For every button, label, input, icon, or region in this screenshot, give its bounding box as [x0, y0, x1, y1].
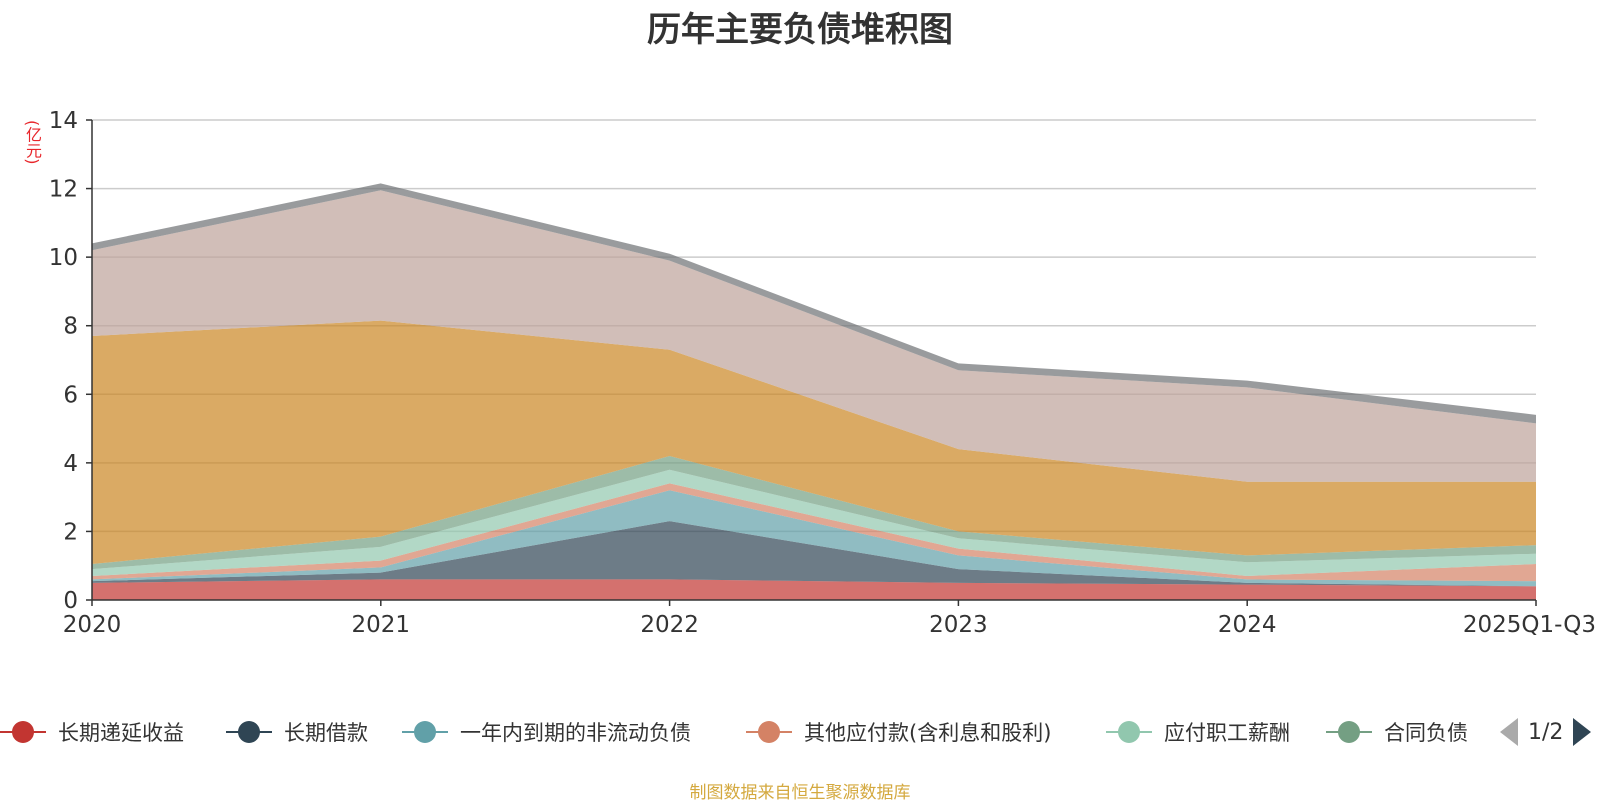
- area-series: [92, 483, 1536, 582]
- legend-marker-icon: [402, 712, 448, 752]
- y-tick-label: 2: [63, 519, 78, 545]
- area-series: [92, 183, 1536, 424]
- area-series: [92, 320, 1536, 564]
- legend-page-indicator: 1/2: [1528, 719, 1564, 745]
- x-tick-label: 2023: [929, 612, 988, 638]
- area-series: [92, 190, 1536, 482]
- x-tick-label: 2021: [352, 612, 411, 638]
- legend-item-2[interactable]: 一年内到期的非流动负债: [402, 712, 691, 752]
- y-tick-label: 14: [49, 108, 78, 134]
- legend-item-5[interactable]: 合同负债: [1326, 712, 1470, 752]
- legend-marker-icon: [226, 712, 272, 752]
- x-tick-label: 2024: [1218, 612, 1277, 638]
- y-tick-label: 6: [63, 382, 78, 408]
- previous-page-icon[interactable]: [1500, 718, 1518, 746]
- legend-marker-icon: [0, 712, 46, 752]
- legend-item-1[interactable]: 长期借款: [226, 712, 368, 752]
- chart-title: 历年主要负债堆积图: [647, 10, 953, 50]
- y-tick-label: 12: [49, 177, 78, 203]
- y-tick-label: 8: [63, 314, 78, 340]
- legend-marker-icon: [746, 712, 792, 752]
- x-tick-label: 2022: [640, 612, 699, 638]
- legend-pager: 1/2: [1500, 712, 1592, 752]
- y-tick-label: 0: [63, 588, 78, 614]
- legend-label: 长期递延收益: [58, 721, 184, 745]
- x-tick-label: 2025Q1-Q3: [1463, 612, 1596, 638]
- legend: 长期递延收益 长期借款 一年内到期的非流动负债 其他应付款(含利息和股利) 应付…: [0, 712, 1600, 752]
- area-series: [92, 456, 1536, 570]
- area-series: [92, 579, 1536, 600]
- data-source-note: 制图数据来自恒生聚源数据库: [689, 783, 911, 803]
- legend-label: 其他应付款(含利息和股利): [804, 721, 1052, 745]
- legend-label: 一年内到期的非流动负债: [460, 721, 691, 745]
- y-tick-label: 4: [63, 451, 78, 477]
- legend-label: 合同负债: [1384, 721, 1468, 745]
- legend-marker-icon: [1326, 712, 1372, 752]
- legend-marker-icon: [1106, 712, 1152, 752]
- legend-item-0[interactable]: 长期递延收益: [0, 712, 184, 752]
- y-axis-unit-label: (亿元): [23, 120, 42, 165]
- legend-label: 长期借款: [284, 721, 368, 745]
- area-series: [92, 521, 1536, 587]
- legend-label: 应付职工薪酬: [1164, 721, 1290, 745]
- legend-item-3[interactable]: 其他应付款(含利息和股利): [746, 712, 1051, 752]
- x-tick-label: 2020: [63, 612, 122, 638]
- next-page-icon[interactable]: [1573, 718, 1592, 746]
- legend-item-4[interactable]: 应付职工薪酬: [1106, 712, 1290, 752]
- area-series: [92, 469, 1536, 576]
- area-series: [92, 490, 1536, 587]
- y-tick-label: 10: [49, 245, 78, 271]
